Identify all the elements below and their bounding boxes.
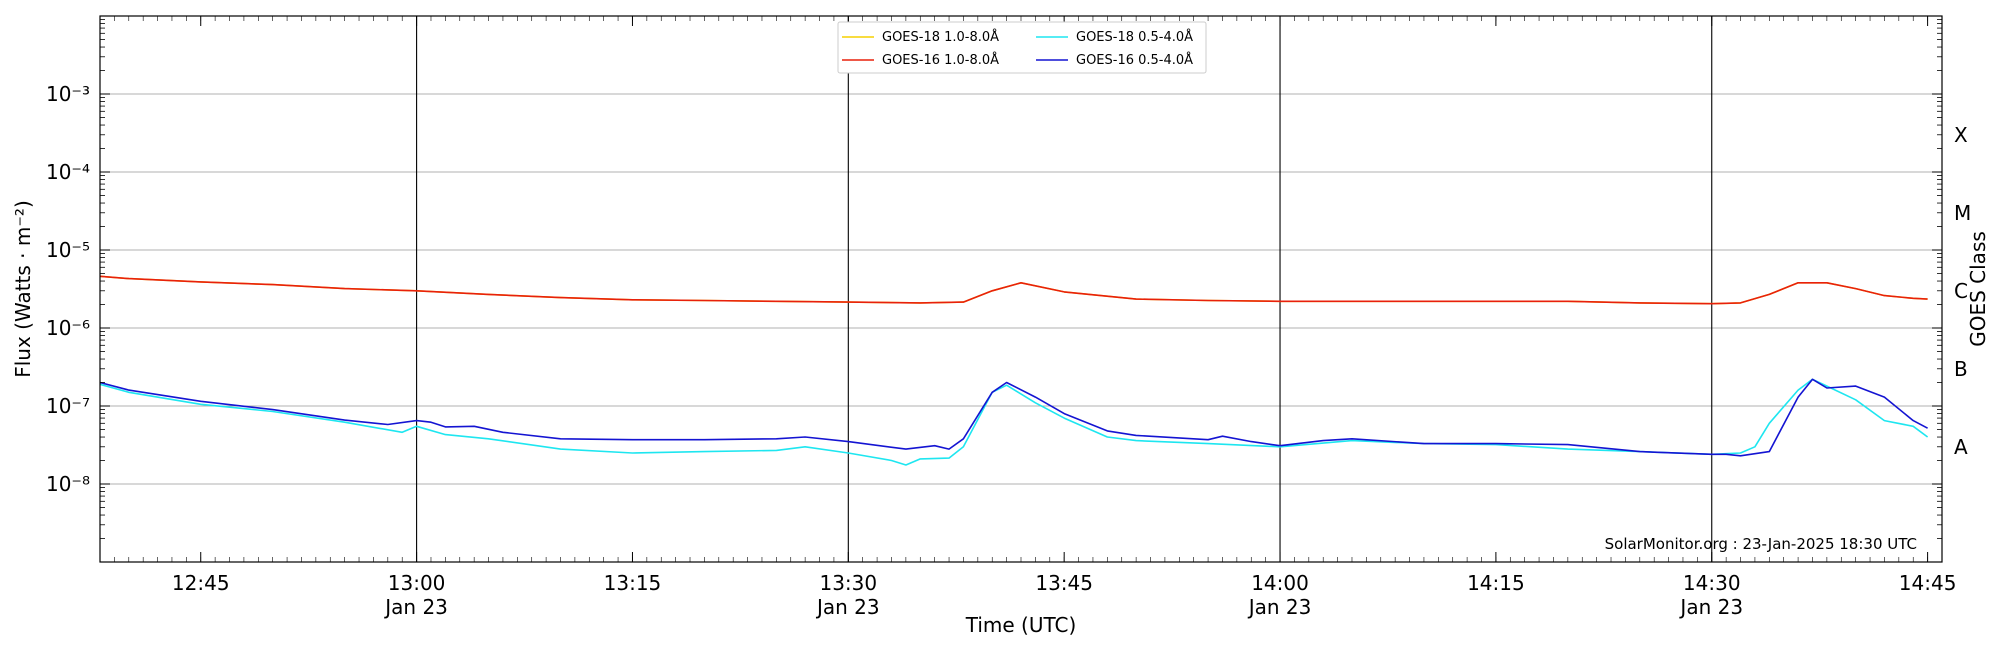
x-tick-label: 12:45 <box>172 571 230 595</box>
y-tick-label: 10⁻⁷ <box>46 394 90 418</box>
axis-ticks <box>99 16 1943 562</box>
x-tick-label: 13:00 <box>388 571 446 595</box>
y-tick-label: 10⁻⁶ <box>46 316 90 340</box>
vertical-day-lines <box>416 16 1713 562</box>
x-tick-label: 13:15 <box>604 571 662 595</box>
series-line-3 <box>99 378 1928 457</box>
goes-class-label: X <box>1954 123 1968 147</box>
x-tick-date-label: Jan 23 <box>1247 595 1312 619</box>
y-tick-label: 10⁻⁸ <box>46 472 90 496</box>
goes-class-axis-title: GOES Class <box>1966 231 1990 347</box>
x-tick-date-label: Jan 23 <box>383 595 448 619</box>
x-tick-label: 13:30 <box>819 571 877 595</box>
grid-layer <box>100 93 1942 485</box>
x-tick-label: 13:45 <box>1035 571 1093 595</box>
legend-box <box>837 21 1207 74</box>
goes-class-label: M <box>1954 201 1971 225</box>
watermark-text: SolarMonitor.org : 23-Jan-2025 18:30 UTC <box>1605 535 1917 553</box>
legend-label-3: GOES-16 0.5-4.0Å <box>1076 52 1193 68</box>
x-axis-title: Time (UTC) <box>965 613 1077 637</box>
legend: GOES-18 1.0-8.0Å GOES-16 1.0-8.0Å GOES-1… <box>837 21 1207 74</box>
y-tick-label: 10⁻³ <box>46 82 90 106</box>
goes-class-label: B <box>1954 357 1968 381</box>
y-tick-label: 10⁻⁵ <box>46 238 90 262</box>
legend-label-2: GOES-18 0.5-4.0Å <box>1076 29 1193 45</box>
x-tick-date-label: Jan 23 <box>1678 595 1743 619</box>
y-tick-label: 10⁻⁴ <box>46 160 90 184</box>
goes-class-label: A <box>1954 435 1968 459</box>
series-layer <box>99 275 1929 466</box>
x-tick-label: 14:45 <box>1899 571 1957 595</box>
x-tick-label: 14:00 <box>1251 571 1309 595</box>
legend-label-0: GOES-18 1.0-8.0Å <box>882 29 999 45</box>
y-axis-title: Flux (Watts · m⁻²) <box>11 200 35 378</box>
series-line-1 <box>99 275 1928 305</box>
x-tick-label: 14:30 <box>1683 571 1741 595</box>
legend-label-1: GOES-16 1.0-8.0Å <box>882 52 999 68</box>
series-line-2 <box>99 378 1929 466</box>
x-tick-date-label: Jan 23 <box>815 595 880 619</box>
goes-class-label: C <box>1954 279 1968 303</box>
x-tick-label: 14:15 <box>1467 571 1525 595</box>
